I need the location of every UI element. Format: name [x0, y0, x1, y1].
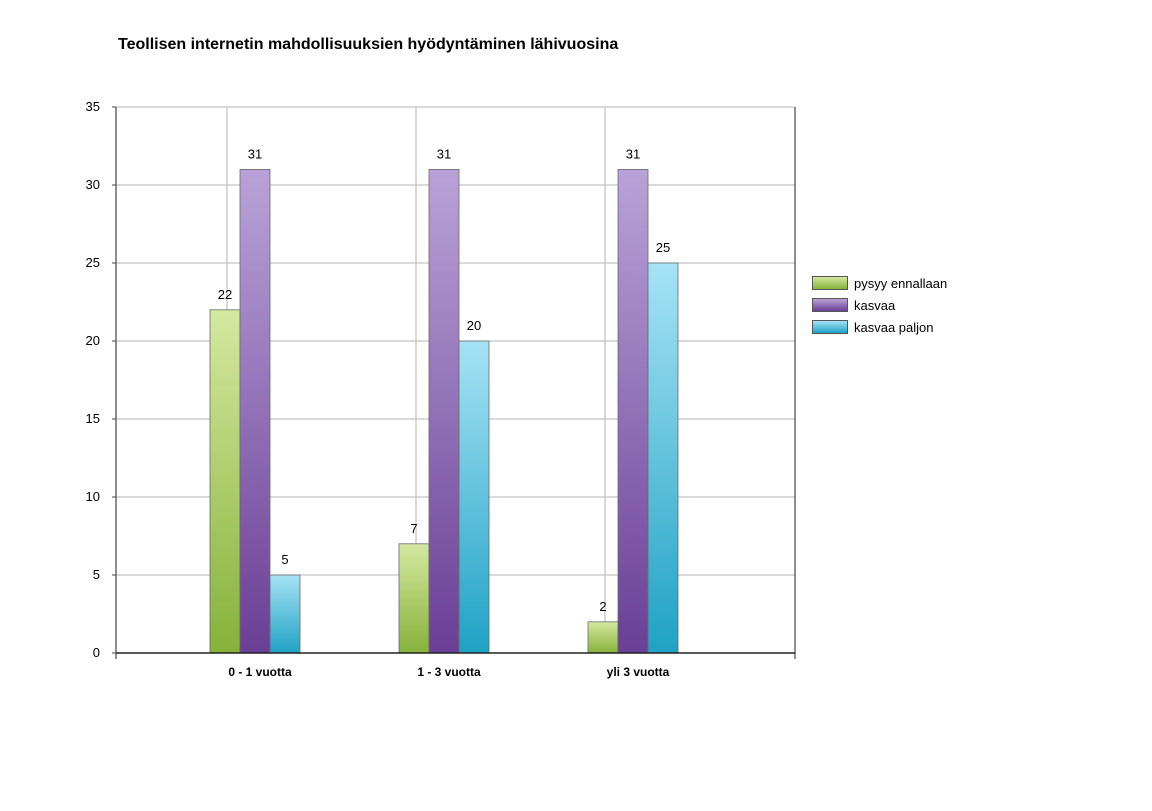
- y-tick-label: 15: [86, 411, 100, 426]
- legend-label: kasvaa: [854, 297, 896, 313]
- legend-item: kasvaa: [812, 294, 947, 316]
- bar: [239, 168, 271, 654]
- legend-item: pysyy ennallaan: [812, 272, 947, 294]
- legend-label: kasvaa paljon: [854, 319, 934, 335]
- x-tick-label: yli 3 vuotta: [607, 665, 670, 679]
- bar: [587, 621, 619, 654]
- data-label: 22: [218, 287, 232, 302]
- y-tick-label: 5: [93, 567, 100, 582]
- data-label: 31: [248, 146, 262, 161]
- data-label: 31: [437, 146, 451, 161]
- data-label: 20: [467, 318, 481, 333]
- legend: pysyy ennallaan kasvaa kasvaa paljon: [812, 272, 947, 338]
- data-label: 5: [281, 552, 288, 567]
- y-tick-label: 20: [86, 333, 100, 348]
- bar: [458, 340, 490, 654]
- bar: [269, 574, 301, 654]
- x-tick-label: 0 - 1 vuotta: [228, 665, 292, 679]
- labels-layer: 22 31 5 7 31 20 2 31 25: [218, 146, 670, 613]
- legend-item: kasvaa paljon: [812, 316, 947, 338]
- legend-label: pysyy ennallaan: [854, 275, 948, 291]
- data-label: 31: [626, 146, 640, 161]
- bar: [398, 543, 430, 654]
- data-label: 25: [656, 240, 670, 255]
- x-tick-label: 1 - 3 vuotta: [417, 665, 481, 679]
- bar: [647, 262, 679, 654]
- legend-swatch: [812, 298, 848, 312]
- data-label: 7: [410, 521, 417, 536]
- chart-title: Teollisen internetin mahdollisuuksien hy…: [118, 36, 619, 53]
- data-label: 2: [599, 599, 606, 614]
- bar: [617, 168, 649, 654]
- y-tick-label: 30: [86, 177, 100, 192]
- bar: [209, 309, 241, 654]
- y-tick-label: 25: [86, 255, 100, 270]
- legend-swatch: [812, 320, 848, 334]
- bar: [428, 168, 460, 654]
- y-tick-label: 35: [86, 99, 100, 114]
- bars-layer: [209, 168, 679, 654]
- y-tick-label: 10: [86, 489, 100, 504]
- legend-swatch: [812, 276, 848, 290]
- y-tick-label: 0: [93, 645, 100, 660]
